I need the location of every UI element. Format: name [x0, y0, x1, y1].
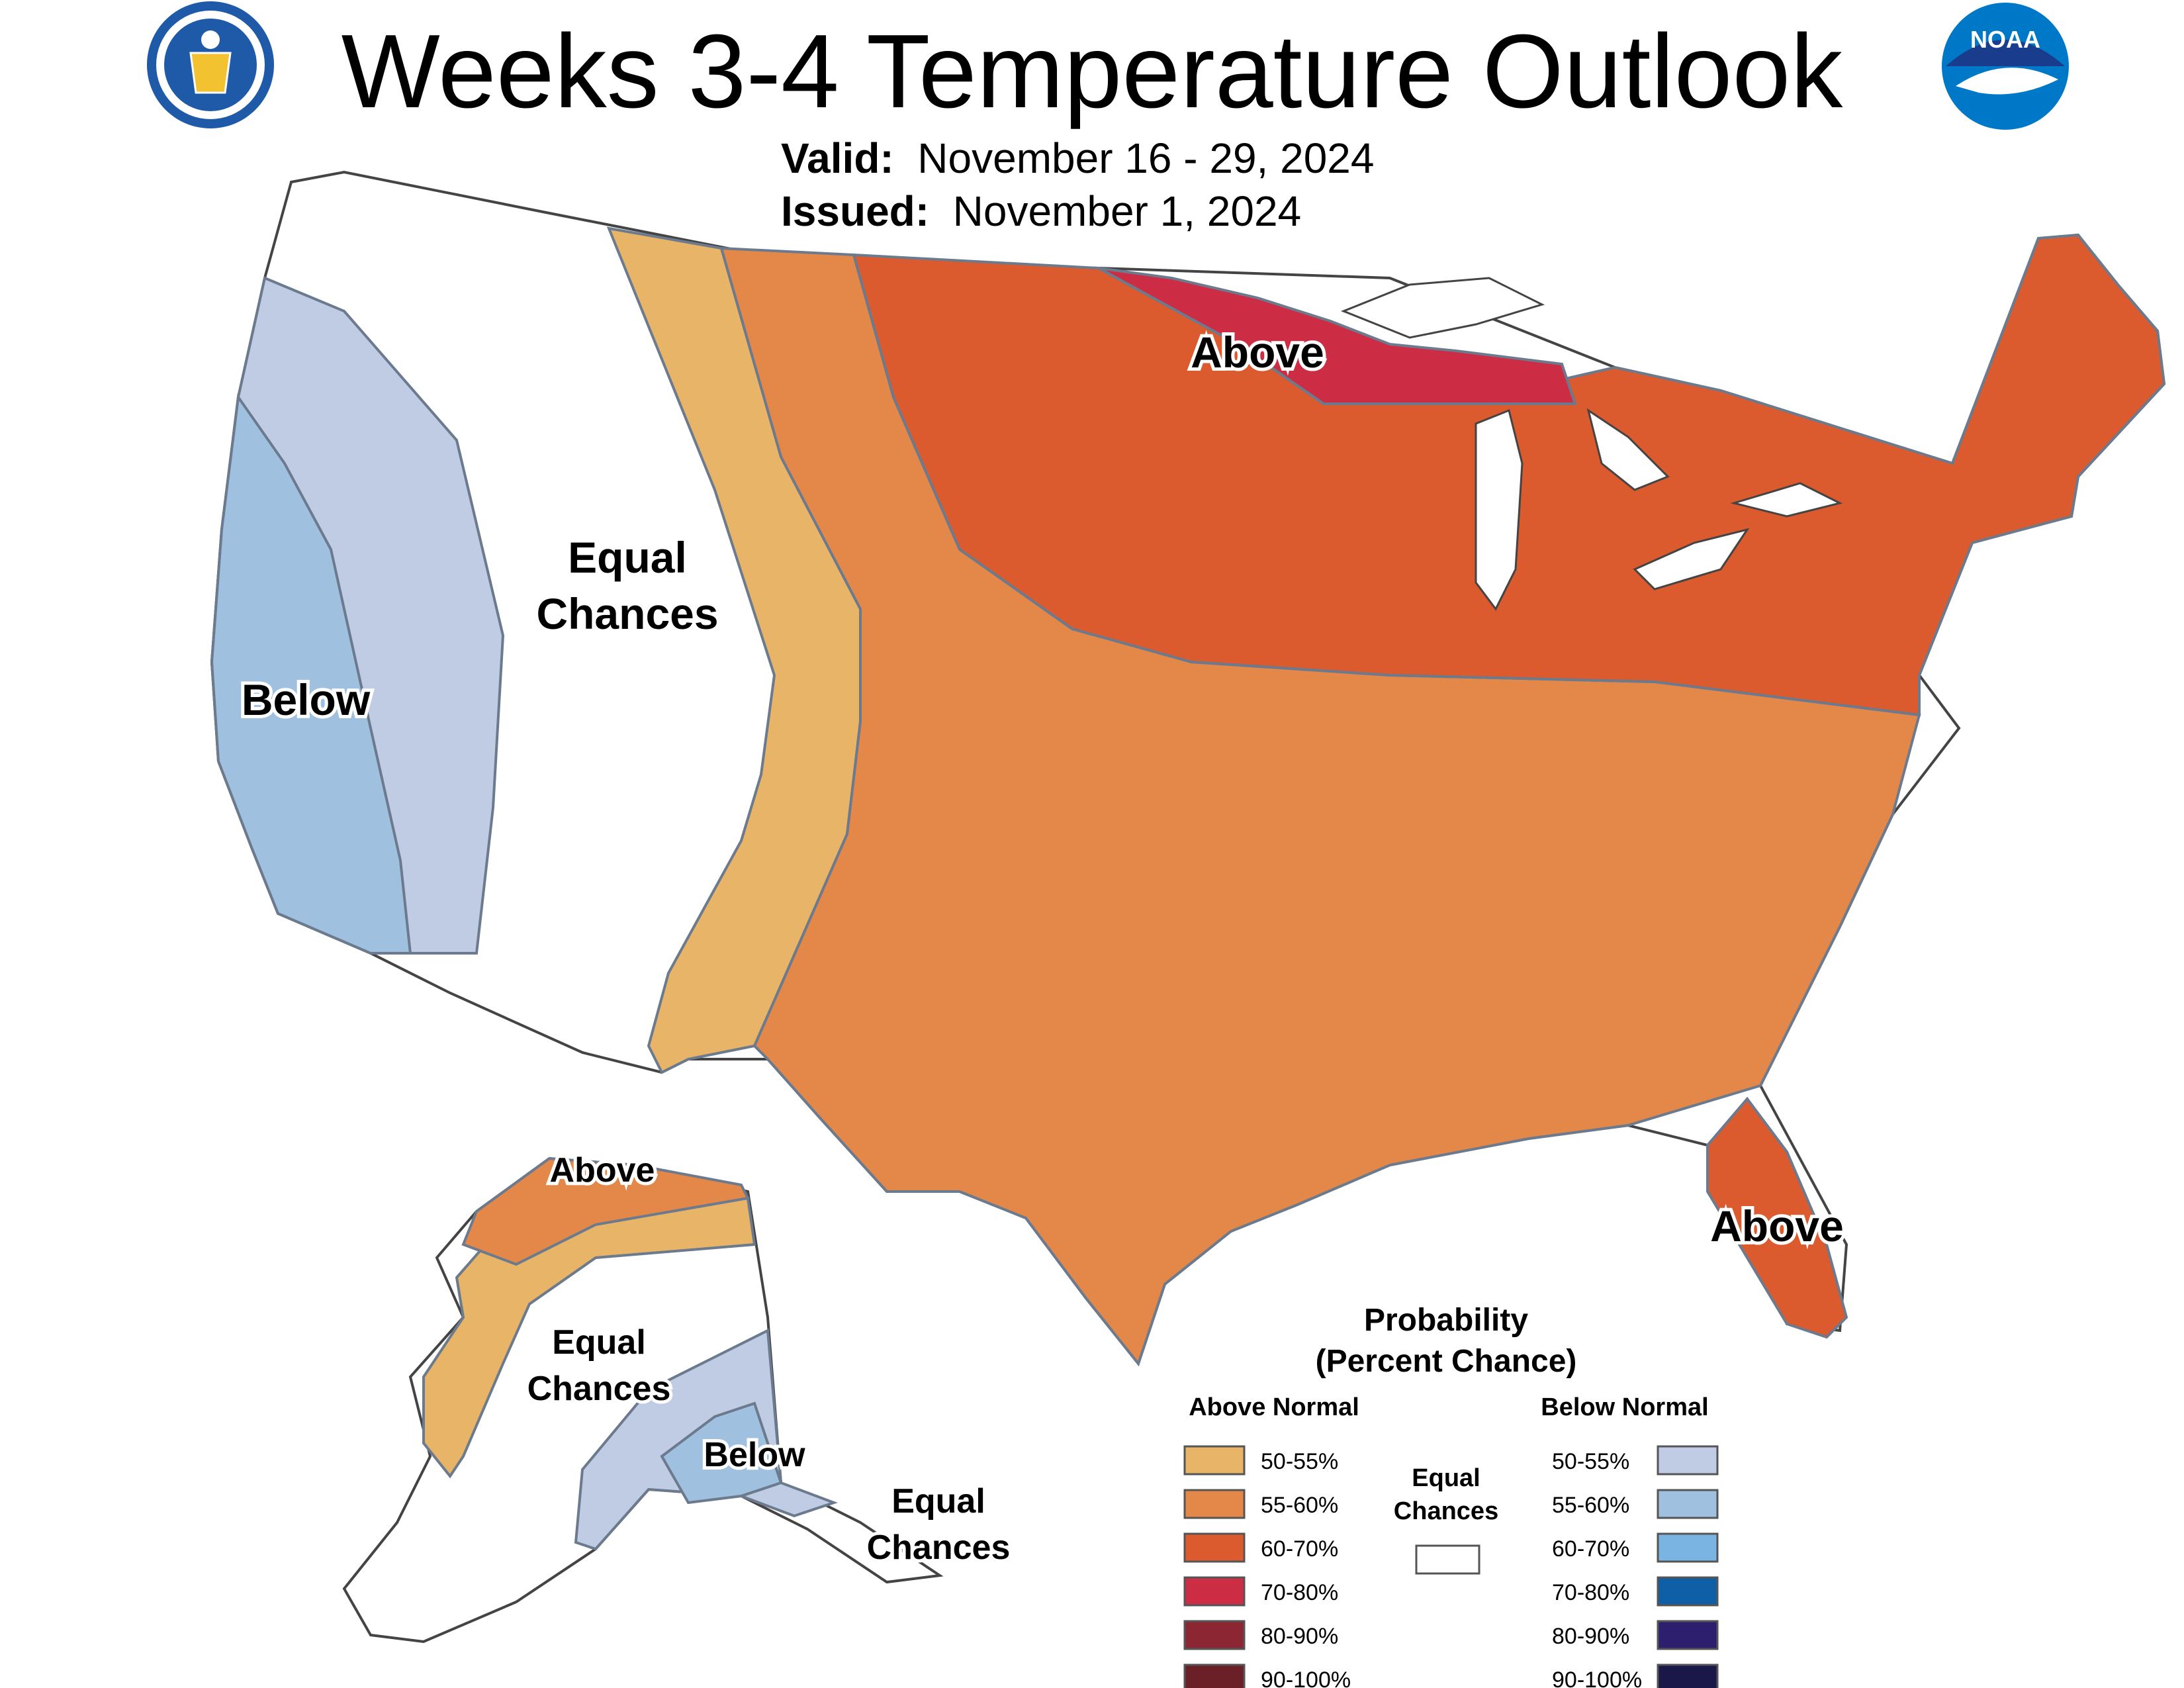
- label-alaska-panhandle-equal-line1: Equal: [891, 1482, 985, 1521]
- page-title: Weeks 3-4 Temperature Outlook: [341, 13, 1843, 130]
- legend-above-swatch: [1183, 1576, 1246, 1607]
- legend-above-label: 50-55%: [1261, 1449, 1338, 1474]
- region-above-60-70-florida: [1706, 1096, 1848, 1339]
- label-alaska-panhandle-equal-line2: Chances: [867, 1528, 1011, 1567]
- valid-label: Valid:: [781, 134, 894, 182]
- label-alaska-below: Below: [704, 1436, 805, 1474]
- label-alaska-equal-line1: Equal: [552, 1323, 646, 1362]
- region-above-70-80: [1098, 267, 1577, 405]
- legend-below-label: 70-80%: [1552, 1580, 1629, 1605]
- legend-below-swatch: [1657, 1532, 1719, 1563]
- label-above-florida: Above: [1710, 1201, 1844, 1250]
- legend-below-label: 90-100%: [1552, 1667, 1642, 1688]
- great-lakes: [1340, 277, 1843, 611]
- label-alaska-equal-line2: Chances: [527, 1370, 671, 1408]
- legend-above-rows: 50-55% 55-60% 60-70% 70-80% 80-90% 90-100%: [1183, 1445, 1351, 1688]
- legend-above-label: 90-100%: [1261, 1667, 1351, 1688]
- valid-dates: November 16 - 29, 2024: [917, 134, 1375, 182]
- valid-line: Valid: November 16 - 29, 2024: [781, 132, 1374, 184]
- legend-equal-swatch: [1415, 1544, 1480, 1575]
- legend-title-line2: (Percent Chance): [1316, 1344, 1577, 1379]
- legend-above-swatch: [1183, 1445, 1246, 1476]
- legend-below-swatch: [1657, 1576, 1719, 1607]
- legend-above-label: 80-90%: [1261, 1624, 1338, 1649]
- noaa-logo-text: NOAA: [1970, 26, 2040, 53]
- legend-equal-line2: Chances: [1394, 1497, 1498, 1525]
- issued-date: November 1, 2024: [952, 187, 1302, 235]
- legend-below-rows: 50-55% 55-60% 60-70% 70-80% 80-90% 90-100%: [1552, 1445, 1719, 1688]
- alaska: [342, 1156, 944, 1644]
- legend-above-swatch: [1183, 1620, 1246, 1650]
- legend-below-swatch: [1657, 1620, 1719, 1650]
- legend-above-swatch: [1183, 1664, 1246, 1688]
- legend-below-swatch: [1657, 1445, 1719, 1476]
- legend-above-label: 60-70%: [1261, 1536, 1338, 1562]
- legend: Probability (Percent Chance) Above Norma…: [1183, 1303, 1719, 1688]
- legend-above-swatch: [1183, 1489, 1246, 1519]
- noaa-logo-icon: NOAA: [1942, 3, 2069, 130]
- label-below-west: Below: [242, 675, 371, 724]
- legend-below-swatch: [1657, 1664, 1719, 1688]
- label-above-great-lakes: Above: [1191, 328, 1324, 377]
- legend-above-label: 70-80%: [1261, 1580, 1338, 1605]
- legend-below-label: 60-70%: [1552, 1536, 1629, 1562]
- region-below-55-60: [210, 393, 412, 955]
- alaska-above-55-60: [461, 1156, 750, 1266]
- legend-above-swatch: [1183, 1532, 1246, 1563]
- legend-below-header: Below Normal: [1541, 1393, 1708, 1421]
- label-equal-chances-west-line2: Chances: [536, 589, 718, 638]
- department-of-commerce-seal-icon: [147, 1, 274, 128]
- issued-line: Issued: November 1, 2024: [781, 185, 1301, 237]
- legend-title-line1: Probability: [1364, 1303, 1528, 1338]
- legend-below-label: 50-55%: [1552, 1449, 1629, 1474]
- legend-above-header: Above Normal: [1189, 1393, 1359, 1421]
- legend-equal-line1: Equal: [1412, 1464, 1480, 1492]
- legend-below-label: 80-90%: [1552, 1624, 1629, 1649]
- legend-above-label: 55-60%: [1261, 1493, 1338, 1518]
- label-alaska-above: Above: [550, 1151, 655, 1190]
- alaska-below-55-60: [660, 1401, 783, 1505]
- issued-label: Issued:: [781, 187, 930, 235]
- label-equal-chances-west-line1: Equal: [568, 533, 687, 582]
- legend-below-label: 55-60%: [1552, 1493, 1629, 1518]
- legend-below-swatch: [1657, 1489, 1719, 1519]
